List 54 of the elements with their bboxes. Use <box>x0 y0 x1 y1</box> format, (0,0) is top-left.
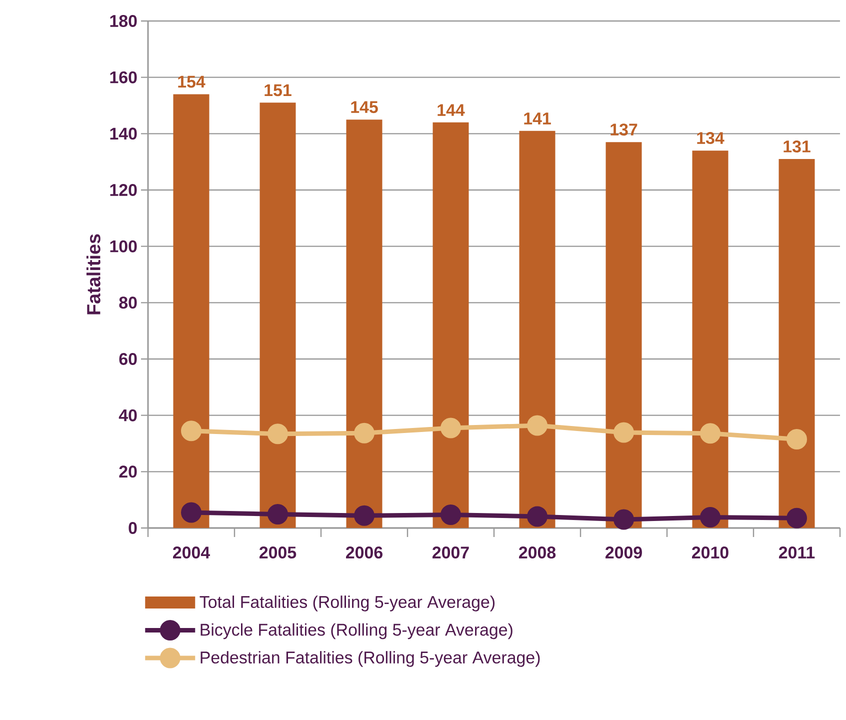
y-tick-label: 140 <box>110 128 137 140</box>
y-tick-label: 180 <box>110 14 137 27</box>
point <box>527 415 548 436</box>
point <box>440 504 462 526</box>
data-label: 134 <box>697 132 724 144</box>
x-tick-label: 2007 <box>432 546 469 559</box>
point <box>700 507 721 528</box>
point <box>268 424 288 444</box>
y-tick-label: 80 <box>119 296 137 309</box>
y-tick-label: 40 <box>118 409 137 422</box>
x-tick-label: 2006 <box>346 546 382 559</box>
point <box>786 429 808 450</box>
data-label: 144 <box>438 104 465 116</box>
data-label: 154 <box>178 76 206 88</box>
bar <box>173 94 210 528</box>
point <box>527 506 548 527</box>
y-axis-title: Fatalities <box>86 234 100 314</box>
x-tick-label: 2009 <box>606 546 642 559</box>
y-tick-label: 60 <box>119 353 137 365</box>
bar <box>346 120 382 528</box>
bar <box>778 159 815 528</box>
y-tick-label: 100 <box>110 240 137 252</box>
point <box>786 508 808 528</box>
data-label: 145 <box>351 101 378 114</box>
legend-label: Bicycle Fatalities (Rolling 5-year Average) <box>200 623 512 640</box>
bar <box>606 142 642 528</box>
x-tick-label: 2005 <box>260 546 296 559</box>
point <box>268 504 288 524</box>
legend-label: Total Fatalities (Rolling 5-year Average) <box>200 596 495 612</box>
bar <box>519 130 556 528</box>
point <box>614 509 634 530</box>
y-tick-label: 160 <box>110 71 137 84</box>
x-tick-label: 2004 <box>173 546 210 559</box>
point <box>354 422 375 444</box>
y-tick-label: 20 <box>119 466 137 478</box>
point <box>181 502 202 523</box>
bar <box>432 122 469 528</box>
x-tick-label: 2008 <box>519 546 556 559</box>
point <box>614 422 634 443</box>
point <box>354 505 375 526</box>
bar <box>692 150 728 528</box>
point <box>181 420 202 442</box>
point <box>440 418 462 438</box>
point <box>700 423 721 444</box>
data-label: 151 <box>264 84 292 96</box>
legend-label: Pedestrian Fatalities (Rolling 5-year Average) <box>200 651 540 667</box>
bar <box>260 102 296 528</box>
x-tick-label: 2010 <box>692 546 728 559</box>
x-tick-label: 2011 <box>778 546 815 559</box>
y-tick-label: 120 <box>110 184 137 196</box>
data-label: 137 <box>610 124 638 136</box>
data-label: 131 <box>784 140 810 152</box>
data-label: 141 <box>524 112 551 124</box>
y-tick-label: 0 <box>128 522 137 534</box>
